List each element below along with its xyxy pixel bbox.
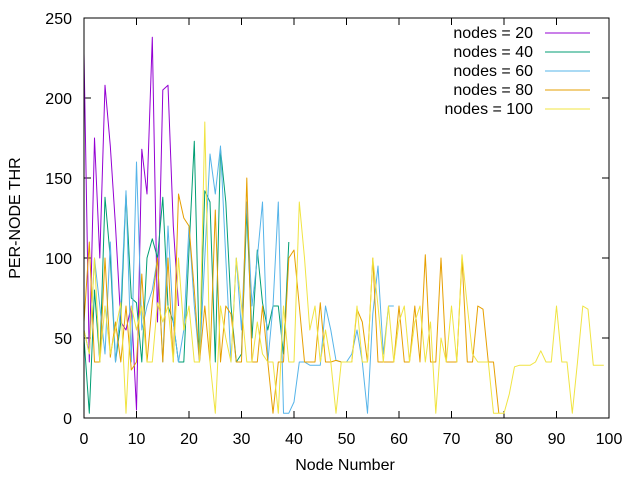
legend-label-2: nodes = 40 <box>453 44 533 61</box>
x-tick-label: 60 <box>390 431 408 448</box>
legend: nodes = 20 nodes = 40 nodes = 60 nodes = 80… <box>444 25 590 118</box>
x-tick-label: 100 <box>596 431 623 448</box>
y-tick-label: 250 <box>45 11 72 28</box>
y-tick-label: 150 <box>45 171 72 188</box>
x-tick-label: 70 <box>443 431 461 448</box>
legend-label-4: nodes = 80 <box>453 82 533 99</box>
y-axis-title: PER-NODE THR <box>7 157 24 279</box>
x-tick-label: 40 <box>285 431 303 448</box>
x-tick-label: 20 <box>180 431 198 448</box>
legend-label-3: nodes = 60 <box>453 63 533 80</box>
legend-label-1: nodes = 20 <box>453 25 533 42</box>
x-tick-label: 30 <box>233 431 251 448</box>
series-line-5 <box>83 121 604 414</box>
y-tick-label: 0 <box>63 411 72 428</box>
x-tick-label: 10 <box>128 431 146 448</box>
legend-label-5: nodes = 100 <box>444 101 533 118</box>
y-tick-label: 100 <box>45 251 72 268</box>
plot-frame <box>83 17 610 419</box>
x-tick-label: 80 <box>495 431 513 448</box>
x-tick-label: 90 <box>548 431 566 448</box>
x-tick-label: 0 <box>80 431 89 448</box>
x-axis-title: Node Number <box>295 457 395 474</box>
x-tick-label: 50 <box>338 431 356 448</box>
y-tick-label: 200 <box>45 91 72 108</box>
series-lines <box>83 36 604 414</box>
axis-ticks: 0 10 20 30 40 50 60 70 80 90 100 0 50 100 150 200 250 <box>45 11 622 448</box>
series-line-4 <box>83 177 500 414</box>
y-tick-label: 50 <box>54 331 72 348</box>
